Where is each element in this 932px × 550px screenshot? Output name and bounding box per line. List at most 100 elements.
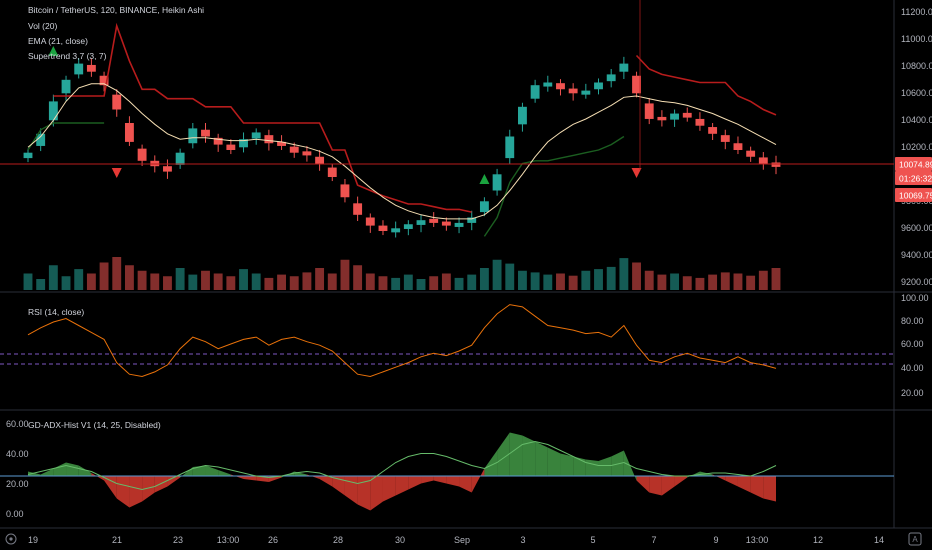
candle-body — [264, 135, 274, 144]
time-tick: 7 — [651, 535, 656, 545]
volume-bar — [340, 259, 350, 290]
adx-hist-segment — [560, 453, 574, 476]
candle-body — [695, 118, 705, 126]
settings-icon[interactable] — [5, 533, 17, 545]
candle-body — [505, 136, 515, 159]
legend-ema[interactable]: EMA (21, close) — [28, 36, 88, 46]
adx-hist-segment — [636, 476, 650, 493]
adx-hist-segment — [78, 465, 92, 476]
adx-legend[interactable]: GD-ADX-Hist V1 (14, 25, Disabled) — [28, 420, 161, 430]
volume-bar — [720, 272, 730, 290]
adx-hist-segment — [763, 476, 776, 502]
countdown-value: 01:26:32 — [899, 174, 932, 184]
candle-body — [137, 148, 147, 161]
rsi-tick: 100.00 — [901, 293, 929, 303]
time-tick: 5 — [590, 535, 595, 545]
time-axis[interactable]: 19 21 23 13:00 26 28 30 Sep 3 5 7 9 13:0… — [28, 535, 884, 545]
adx-hist-segment — [509, 432, 523, 476]
volume-bar — [657, 274, 667, 290]
candle-body — [543, 82, 553, 87]
price-tick: 10200.00 — [901, 142, 932, 152]
supertrend-down-line — [53, 22, 777, 213]
supertrend-signals — [48, 46, 642, 184]
volume-bar — [403, 274, 413, 290]
volume-bar — [48, 265, 58, 290]
adx-hist-segment — [370, 476, 383, 511]
candle-body — [124, 123, 134, 142]
volume-bar — [378, 276, 388, 290]
rsi-line — [27, 304, 777, 378]
candle-body — [99, 75, 109, 86]
adx-hist-segment — [459, 476, 472, 493]
adx-hist-segment — [484, 450, 498, 476]
time-tick: Sep — [454, 535, 470, 545]
legend-supertrend[interactable]: Supertrend 3,7 (3, 7) — [28, 51, 107, 61]
countdown-badge: 01:26:32 — [895, 171, 932, 185]
adx-hist-segment — [497, 432, 510, 476]
last-price-value: 10074.89 — [899, 160, 932, 170]
candle-body — [441, 221, 451, 226]
buy-signal-arrow — [479, 174, 490, 184]
time-tick: 19 — [28, 535, 38, 545]
volume-bar — [581, 270, 591, 290]
candle-body — [175, 152, 185, 165]
volume-bar — [124, 265, 134, 290]
volume-bar — [467, 274, 477, 290]
adx-hist-segment — [28, 471, 41, 476]
volume-bar — [150, 273, 160, 290]
volume-bar — [416, 279, 426, 290]
adx-hist-segment — [585, 459, 599, 476]
legend-volume[interactable]: Vol (20) — [28, 21, 57, 31]
adx-hist-segment — [649, 476, 662, 496]
volume-bar — [112, 257, 122, 290]
adx-tick: 20.00 — [6, 479, 29, 489]
volume-bar — [670, 273, 680, 290]
adx-price-axis[interactable]: 60.00 40.00 20.00 0.00 — [6, 419, 29, 519]
sell-signal-arrow — [111, 168, 122, 178]
candle-body — [619, 63, 629, 72]
price-tick: 9200.00 — [901, 277, 932, 287]
adx-hist-segment — [218, 470, 231, 476]
volume-bar — [213, 273, 223, 290]
rsi-price-axis[interactable]: 100.00 80.00 60.00 40.00 20.00 — [901, 293, 929, 398]
rsi-legend[interactable]: RSI (14, close) — [28, 307, 84, 317]
volume-bar — [163, 276, 172, 290]
candle-body — [327, 167, 337, 177]
volume-bar — [86, 273, 96, 290]
legend-symbol[interactable]: Bitcoin / TetherUS, 120, BINANCE, Heikin… — [28, 5, 204, 15]
adx-hist-segment — [725, 476, 738, 487]
volume-bar — [454, 277, 464, 290]
adx-hist-segment — [230, 474, 244, 479]
candle-body — [758, 157, 768, 164]
volume-bar — [543, 274, 553, 290]
rsi-tick: 80.00 — [901, 316, 924, 326]
candle-body — [86, 64, 96, 72]
adx-hist-segment — [446, 476, 460, 487]
volume-bar — [61, 276, 71, 290]
candle-body — [594, 82, 603, 90]
auto-scale-icon[interactable]: A — [908, 532, 922, 546]
volume-bar — [36, 279, 46, 290]
adx-tick: 60.00 — [6, 419, 29, 429]
volume-bars — [23, 257, 781, 290]
time-tick: 13:00 — [746, 535, 769, 545]
time-tick: 14 — [874, 535, 884, 545]
adx-hist-segment — [357, 476, 371, 511]
candle-body — [277, 141, 286, 146]
candle-body — [201, 129, 210, 137]
adx-hist-segment — [129, 476, 143, 508]
volume-bar — [733, 273, 743, 290]
candle-body — [492, 174, 502, 191]
adx-hist-segment — [180, 467, 193, 478]
volume-bar — [175, 268, 185, 290]
price-tick: 10400.00 — [901, 115, 932, 125]
adx-hist-segment — [522, 435, 536, 476]
time-tick: 21 — [112, 535, 122, 545]
candle-body — [403, 224, 413, 229]
volume-bar — [568, 275, 578, 290]
volume-bar — [505, 263, 515, 290]
volume-bar — [632, 262, 641, 290]
adx-hist-segment — [750, 476, 764, 499]
volume-bar — [556, 273, 565, 290]
